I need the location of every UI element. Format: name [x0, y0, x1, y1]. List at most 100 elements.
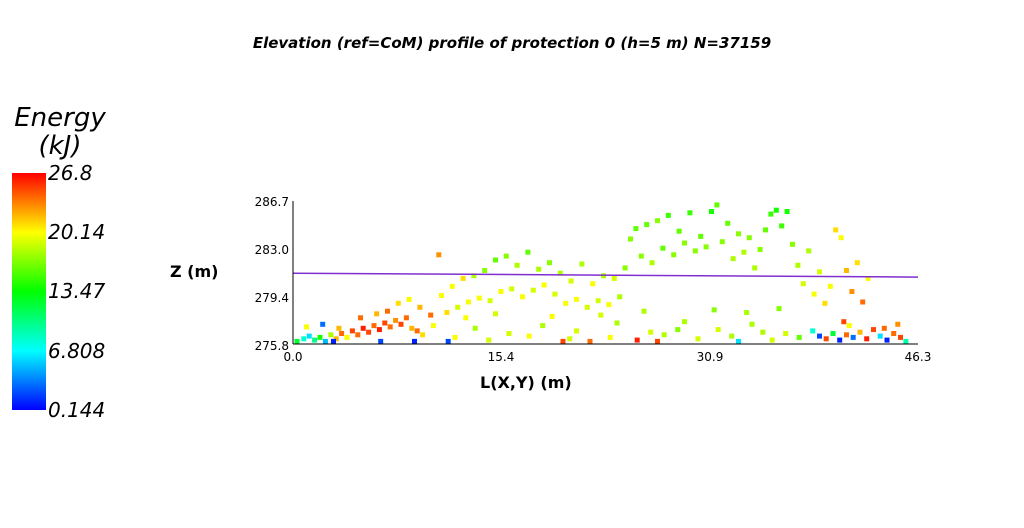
data-point — [579, 261, 585, 267]
chart-title: Elevation (ref=CoM) profile of protectio… — [252, 34, 772, 52]
data-point — [884, 337, 890, 343]
data-point — [387, 324, 393, 330]
data-point — [409, 325, 415, 331]
data-point — [552, 291, 558, 297]
data-point — [769, 337, 775, 343]
data-point — [714, 202, 720, 208]
data-point — [371, 323, 377, 329]
y-tick-label: 279.4 — [255, 291, 289, 305]
data-point — [301, 336, 307, 342]
data-point — [331, 338, 336, 344]
data-point — [833, 227, 839, 233]
colorbar-tick-label: 0.144 — [48, 398, 106, 422]
data-point — [403, 315, 409, 321]
data-point — [617, 294, 623, 300]
data-point — [455, 304, 461, 310]
data-point — [795, 262, 801, 268]
data-point — [312, 337, 318, 343]
data-point — [736, 338, 741, 344]
data-point — [633, 226, 639, 232]
data-point — [849, 289, 855, 294]
data-point — [811, 291, 817, 297]
data-point — [598, 312, 604, 318]
colorbar-tick-label: 20.14 — [48, 220, 106, 244]
data-point — [703, 244, 709, 250]
data-point — [536, 266, 542, 272]
data-point — [414, 328, 420, 334]
data-point — [741, 249, 747, 255]
data-point — [857, 329, 863, 335]
data-point — [823, 336, 829, 342]
data-point — [675, 327, 681, 333]
data-point — [725, 220, 731, 226]
data-point — [306, 333, 312, 339]
data-point — [676, 228, 682, 234]
data-point — [385, 308, 390, 314]
data-point — [763, 227, 768, 233]
data-point — [498, 289, 504, 294]
data-point — [660, 245, 666, 251]
data-point — [444, 310, 450, 315]
data-point — [614, 320, 620, 326]
data-point — [439, 293, 444, 298]
data-point — [865, 275, 871, 281]
data-point — [648, 329, 654, 335]
data-point — [628, 236, 633, 242]
data-point — [547, 260, 552, 266]
data-point — [860, 299, 866, 305]
colorbar-title-line2: (kJ) — [38, 131, 82, 161]
data-point — [563, 300, 569, 306]
y-tick-label: 283.0 — [255, 243, 289, 257]
data-point — [476, 295, 482, 301]
data-point — [336, 325, 342, 331]
x-axis-label: L(X,Y) (m) — [480, 373, 572, 392]
x-tick-label: 15.4 — [488, 350, 515, 364]
data-point — [844, 268, 849, 273]
data-point — [891, 331, 897, 336]
data-point — [698, 233, 704, 239]
data-point — [428, 312, 434, 318]
points-layer — [292, 202, 919, 344]
colorbar-title: Energy (kJ) — [0, 104, 120, 160]
data-point — [844, 332, 849, 338]
data-point — [898, 334, 903, 340]
data-point — [333, 336, 339, 342]
data-point — [841, 319, 847, 325]
data-point — [817, 333, 822, 339]
data-point — [895, 321, 901, 327]
data-point — [317, 334, 323, 340]
data-point — [471, 273, 477, 279]
data-point — [877, 333, 883, 339]
data-point — [493, 257, 498, 263]
data-point — [611, 275, 617, 281]
data-point — [607, 334, 613, 340]
data-point — [784, 209, 790, 214]
data-point — [903, 338, 909, 344]
data-point — [736, 231, 741, 237]
data-point — [719, 239, 725, 245]
data-point — [540, 323, 546, 329]
data-point — [322, 338, 328, 344]
data-point — [584, 304, 590, 310]
data-point — [682, 240, 687, 246]
data-point — [871, 327, 876, 333]
data-point — [744, 310, 750, 315]
data-point — [730, 256, 736, 262]
data-point — [590, 281, 596, 287]
data-point — [595, 298, 601, 304]
data-point — [682, 319, 687, 325]
data-point — [760, 329, 766, 335]
data-point — [541, 282, 547, 288]
data-point — [810, 328, 816, 334]
data-point — [790, 241, 795, 247]
data-point — [752, 265, 758, 271]
data-point — [526, 333, 532, 339]
data-point — [838, 235, 844, 241]
data-point — [560, 338, 566, 344]
data-point — [773, 207, 779, 213]
colorbar — [12, 173, 46, 410]
data-point — [622, 265, 628, 271]
data-point — [746, 235, 752, 241]
data-point — [503, 253, 509, 259]
